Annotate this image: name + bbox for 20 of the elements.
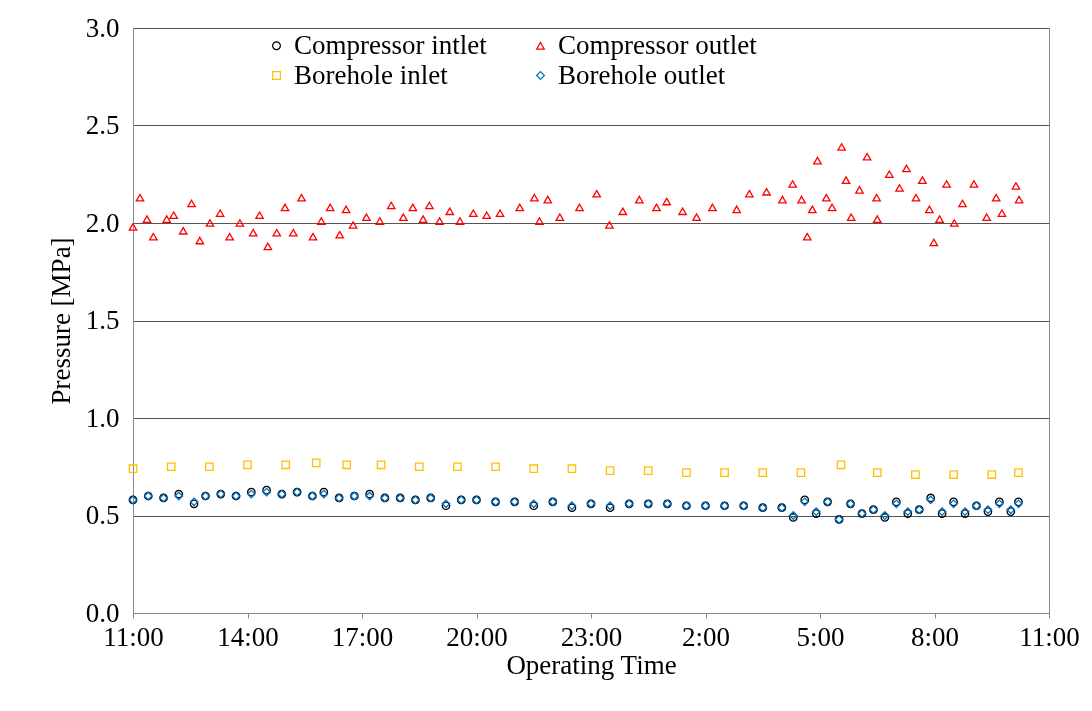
y-tick-label: 2.0 [85,207,120,238]
y-tick-label: 2.5 [85,110,120,140]
legend-label: Borehole inlet [294,59,449,90]
legend-label: Borehole outlet [558,59,726,90]
x-tick-label: 14:00 [217,621,279,652]
x-tick-label: 17:00 [331,621,394,652]
x-tick-label: 8:00 [910,621,960,652]
legend-label: Compressor intlet [294,29,488,60]
x-tick-label: 5:00 [796,621,845,652]
x-tick-label: 11:00 [1019,621,1080,652]
legend-label: Compressor outlet [558,29,758,60]
x-tick-label: 23:00 [560,621,623,652]
y-tick-label: 1.0 [85,402,120,433]
x-tick-label: 20:00 [446,621,508,652]
x-axis-title: Operating Time [506,649,677,680]
y-tick-label: 1.5 [85,305,120,335]
y-tick-label: 3.0 [85,12,120,43]
y-tick-label: 0.5 [85,500,120,530]
x-tick-label: 2:00 [681,621,731,652]
y-axis-title: Pressure [MPa] [45,237,76,405]
